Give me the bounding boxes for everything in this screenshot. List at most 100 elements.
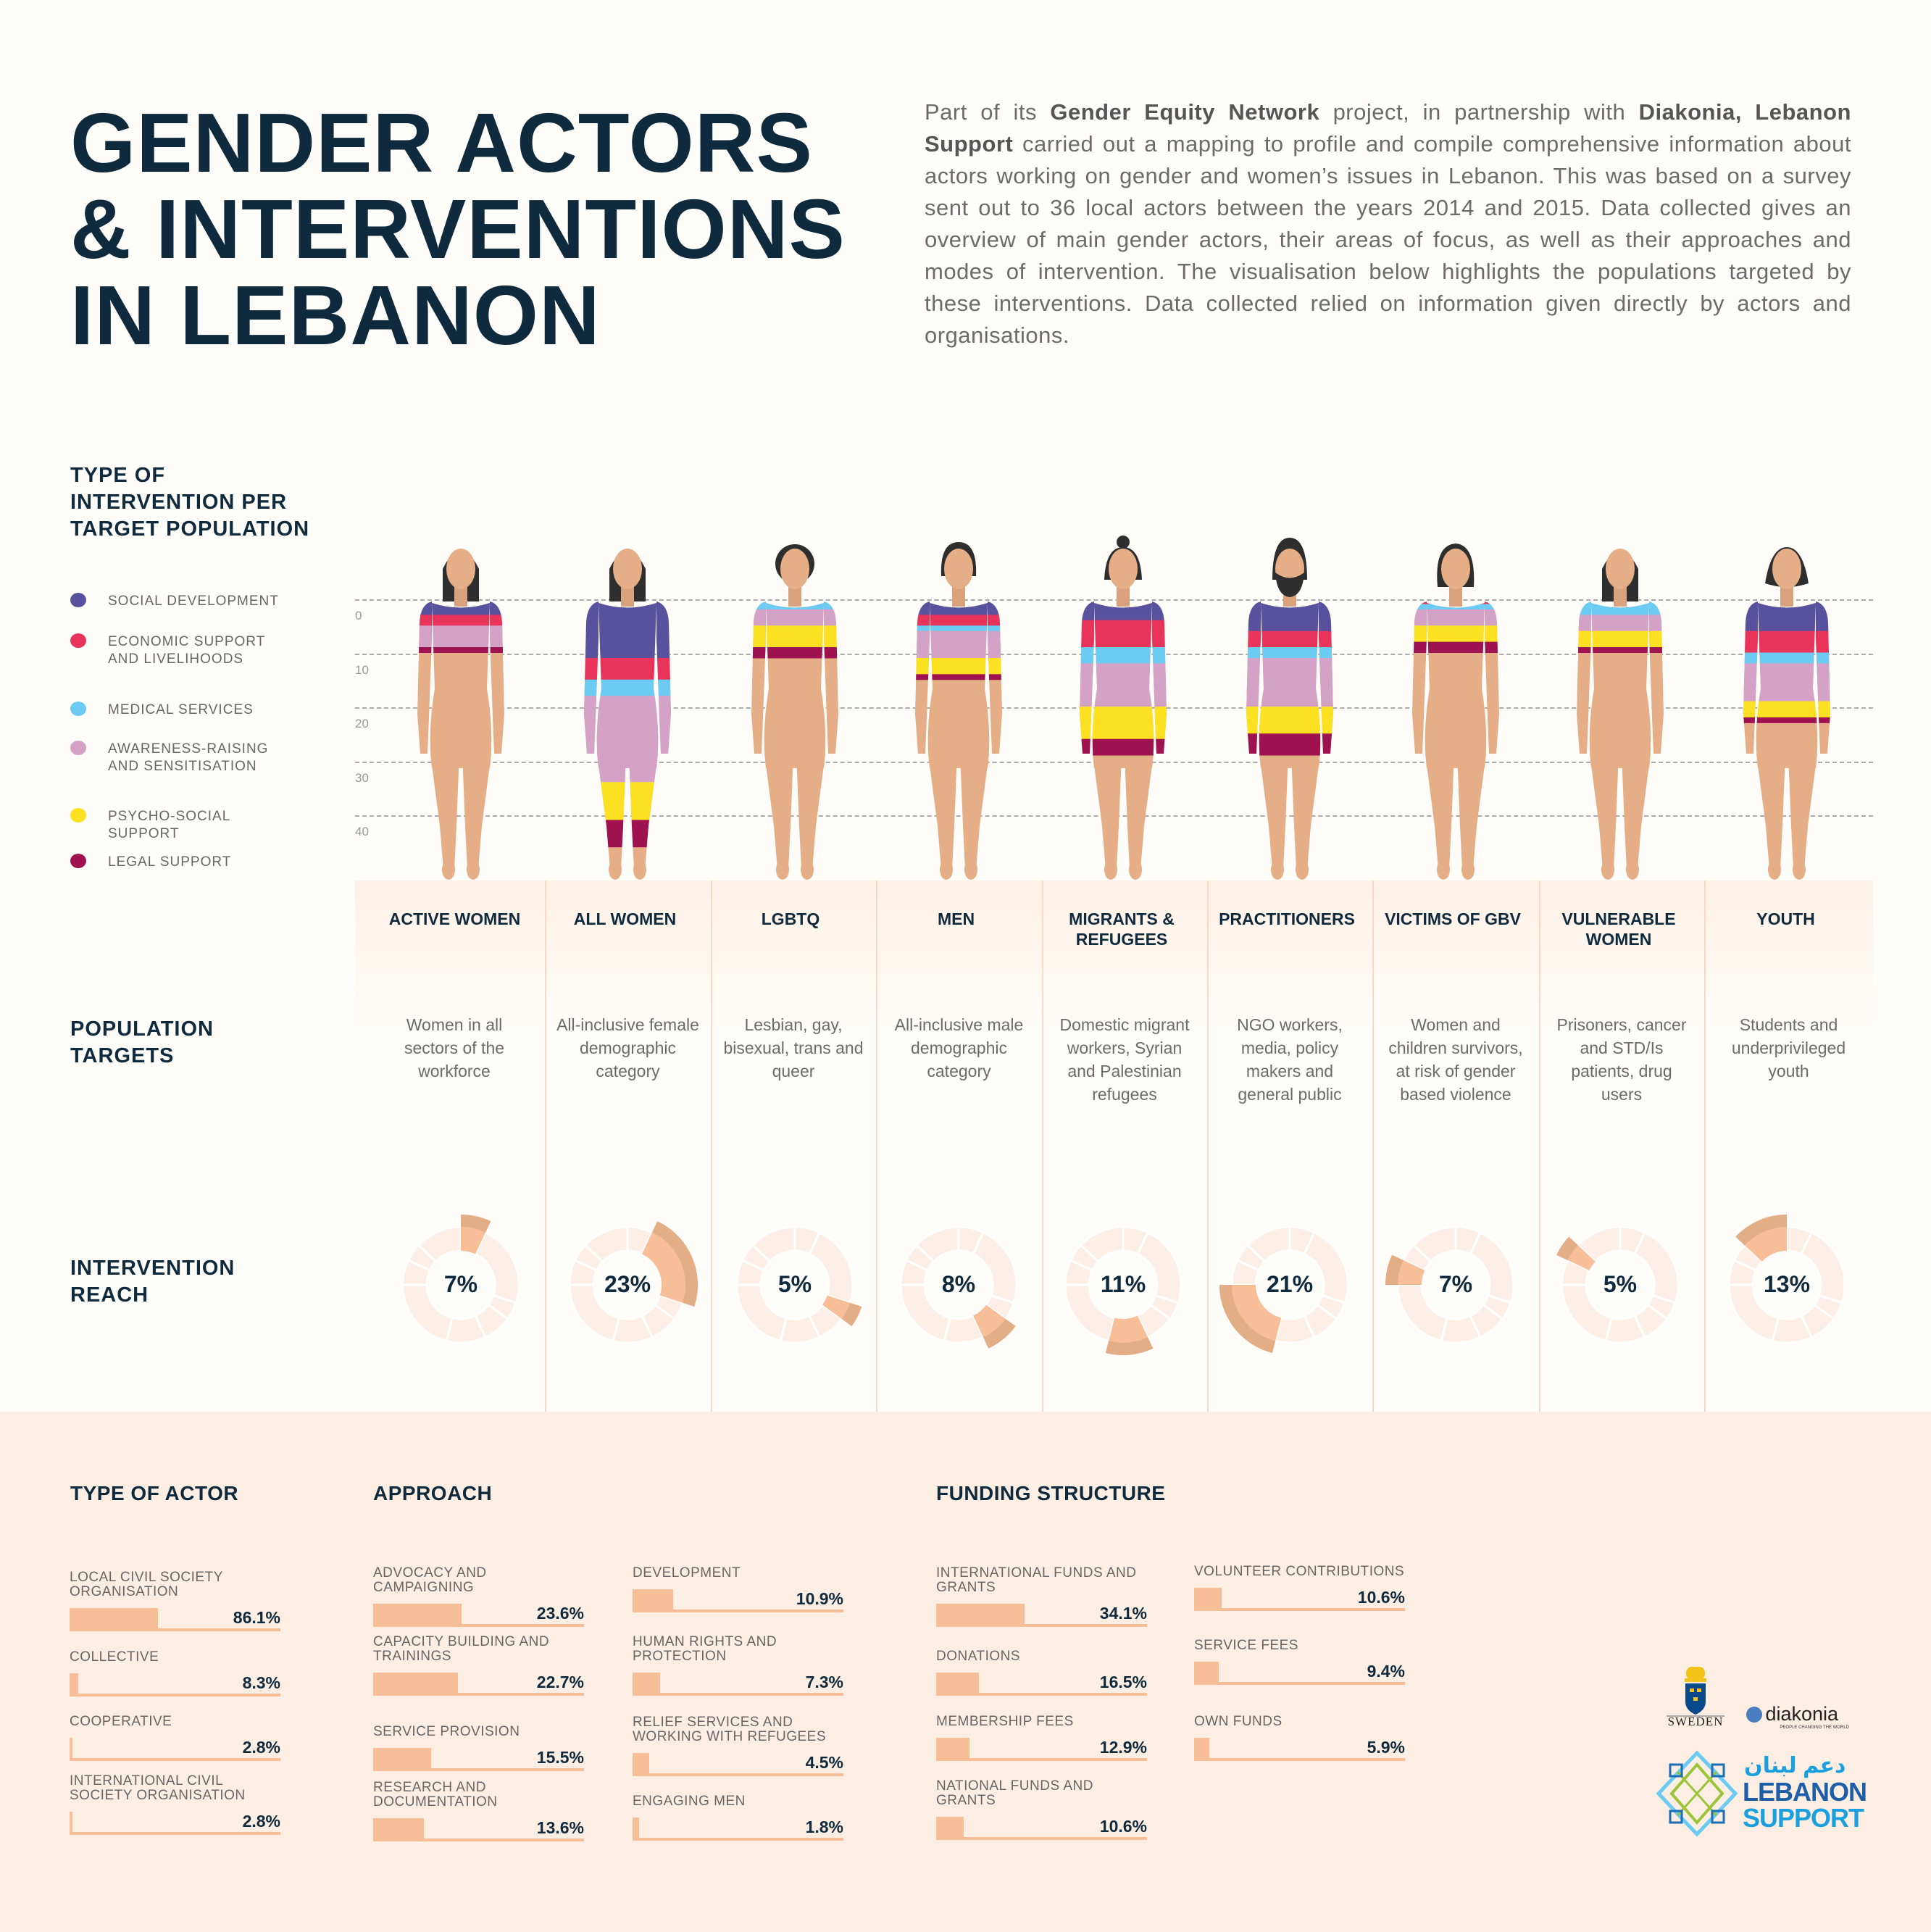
clothing-stripes — [1080, 601, 1167, 756]
bar: 15.5% — [373, 1748, 584, 1771]
bar-value: 16.5% — [1099, 1673, 1147, 1691]
bar-label: INTERNATIONAL FUNDS AND GRANTS — [936, 1565, 1137, 1595]
legend-dot-icon — [70, 593, 86, 607]
approach-item: ENGAGING MEN 1.8% — [633, 1794, 843, 1841]
donut-highlight-outer — [652, 1221, 698, 1307]
bar-value: 10.6% — [1099, 1817, 1147, 1836]
y-tick-label: 0 — [355, 609, 362, 623]
foot — [1601, 859, 1614, 880]
body-part — [1259, 754, 1288, 870]
reach-donut — [1064, 1225, 1183, 1355]
legend-label: PSYCHO-SOCIAL SUPPORT — [108, 809, 230, 841]
donut-highlight-outer — [1385, 1254, 1404, 1285]
body-part — [1590, 754, 1619, 870]
legend-item: SOCIAL DEVELOPMENT — [70, 593, 296, 610]
stripe-economic-support-and-livelihoods — [1246, 630, 1333, 648]
bar-baseline — [373, 1693, 584, 1696]
bar-label: ADVOCACY AND CAMPAIGNING — [373, 1565, 487, 1595]
column-divider — [1539, 880, 1540, 1412]
body-part — [430, 754, 459, 870]
bar-value: 86.1% — [233, 1608, 280, 1627]
bottom-panel — [0, 1412, 1931, 1932]
foot — [1437, 859, 1450, 880]
foot — [1271, 859, 1284, 880]
approach-heading: APPROACH — [373, 1482, 493, 1504]
intro-segment: project, in partnership with — [1319, 99, 1639, 125]
bar-value: 8.3% — [242, 1673, 280, 1692]
bar: 1.8% — [633, 1818, 843, 1841]
neck — [621, 583, 634, 607]
bar-fill — [633, 1589, 674, 1612]
clothing-stripes — [1743, 601, 1830, 723]
body-part — [764, 754, 793, 870]
donut-highlight-outer — [841, 1302, 862, 1327]
legend-dot-icon — [70, 854, 86, 868]
stripe-awareness-raising-and-sensitisation — [1246, 657, 1333, 707]
neck — [1780, 583, 1793, 607]
stripe-psycho-social-support — [1743, 701, 1830, 718]
bar-value: 10.9% — [796, 1589, 843, 1608]
bar-fill — [70, 1673, 78, 1696]
population-name: ALL WOMEN — [573, 909, 677, 928]
funding-item: INTERNATIONAL FUNDS AND GRANTS 34.1% — [936, 1566, 1147, 1627]
reach-percent: 7% — [443, 1271, 478, 1297]
body-part — [1457, 754, 1486, 870]
donut-highlight-outer — [1105, 1337, 1154, 1355]
bar-fill — [633, 1673, 660, 1696]
stripe-psycho-social-support — [751, 625, 838, 648]
stripe-psycho-social-support — [584, 782, 671, 820]
bar: 34.1% — [936, 1604, 1147, 1627]
population-name: MEN — [937, 909, 975, 928]
funding-item: DONATIONS 16.5% — [936, 1649, 1147, 1696]
foot — [442, 859, 455, 880]
reach-percent: 5% — [1603, 1271, 1638, 1297]
foot — [1129, 859, 1142, 880]
population-description: NGO workers, media, policy makers and ge… — [1237, 1015, 1343, 1104]
neck — [1614, 583, 1627, 607]
bar-fill — [70, 1812, 72, 1835]
column-divider — [1042, 880, 1043, 1412]
legend-label: AWARENESS-RAISING AND SENSITISATION — [108, 741, 269, 774]
approach-item: HUMAN RIGHTS AND PROTECTION 7.3% — [633, 1635, 843, 1696]
reach-percent: 11% — [1100, 1271, 1146, 1297]
stripe-legal-support — [584, 820, 671, 848]
diakonia-name: diakonia — [1765, 1703, 1839, 1725]
stripe-legal-support — [1577, 647, 1664, 653]
actor-item: INTERNATIONAL CIVIL SOCIETY ORGANISATION… — [70, 1774, 280, 1835]
beard-icon — [1275, 572, 1304, 597]
stripe-awareness-raising-and-sensitisation — [1577, 615, 1664, 632]
reach-donut — [568, 1221, 698, 1344]
figure-victims-of-gbv — [1412, 544, 1499, 880]
stripe-legal-support — [751, 647, 838, 659]
bar-label: CAPACITY BUILDING AND TRAININGS — [373, 1634, 550, 1664]
bar-fill — [936, 1604, 1025, 1627]
intro-segment: Diakonia, Lebanon Support — [925, 99, 1851, 157]
population-name: MIGRANTS & REFUGEES — [1069, 909, 1175, 949]
bar-value: 9.4% — [1367, 1662, 1405, 1681]
foot — [1104, 859, 1117, 880]
funding-item: SERVICE FEES 9.4% — [1194, 1639, 1405, 1685]
bar-fill — [373, 1818, 425, 1841]
face — [780, 549, 809, 589]
bar-value: 5.9% — [1367, 1738, 1405, 1757]
clothing-stripes — [1577, 601, 1664, 653]
neck — [1449, 583, 1462, 607]
reach-donut — [735, 1225, 862, 1344]
bar-baseline — [633, 1610, 843, 1612]
foot — [1461, 859, 1475, 880]
stripe-psycho-social-support — [915, 657, 1002, 675]
donut-highlight-outer — [1735, 1215, 1787, 1246]
legend-item: MEDICAL SERVICES — [70, 701, 296, 719]
diakonia-tagline: PEOPLE CHANGING THE WORLD — [1780, 1725, 1849, 1730]
bar-value: 12.9% — [1099, 1738, 1147, 1757]
donut-segment — [1576, 1225, 1622, 1263]
face — [1606, 549, 1635, 589]
bar-label: VOLUNTEER CONTRIBUTIONS — [1194, 1564, 1405, 1579]
stripe-awareness-raising-and-sensitisation — [751, 609, 838, 626]
body-part — [1291, 754, 1320, 870]
bar-fill — [1194, 1588, 1222, 1611]
reach-donuts — [401, 1215, 1846, 1355]
bar-fill — [373, 1748, 432, 1771]
reach-donut — [401, 1215, 520, 1344]
bar-value: 22.7% — [536, 1673, 584, 1691]
